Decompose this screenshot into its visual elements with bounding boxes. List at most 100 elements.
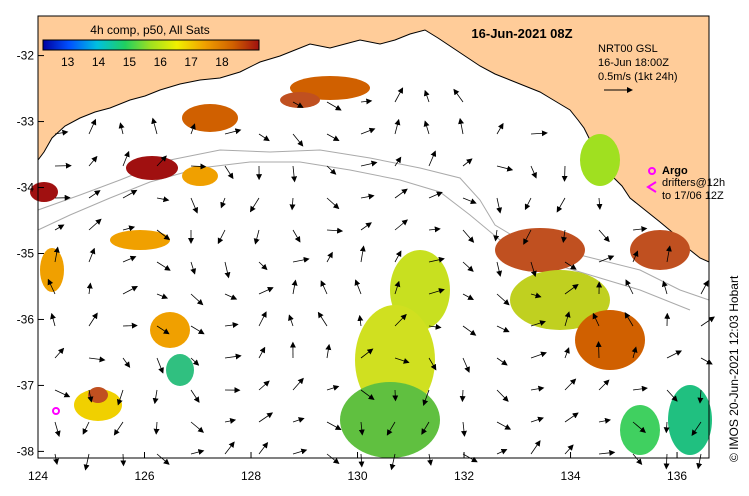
current-vector — [54, 129, 69, 136]
current-vector — [530, 351, 547, 359]
y-tick-label: -34 — [17, 181, 35, 195]
map-frame — [37, 15, 710, 459]
sst-patch — [668, 385, 712, 455]
colorbar-tick-label: 16 — [154, 55, 168, 69]
current-vector — [360, 160, 378, 167]
current-vector — [428, 226, 441, 233]
current-vector — [288, 314, 294, 327]
current-vector — [47, 278, 56, 295]
x-tick-label: 136 — [667, 469, 687, 483]
current-vector — [258, 311, 267, 327]
current-vector — [326, 227, 344, 234]
current-vector — [292, 256, 310, 263]
current-vector — [87, 389, 94, 403]
current-vector — [258, 380, 270, 391]
current-vector — [625, 279, 634, 295]
current-vector — [665, 245, 672, 263]
current-vector — [496, 448, 508, 455]
current-vector — [592, 312, 600, 327]
current-vector — [258, 442, 269, 455]
current-vector — [253, 229, 260, 245]
current-vector — [530, 165, 537, 179]
current-vector — [156, 325, 170, 335]
current-vector — [428, 191, 443, 199]
current-vector — [700, 280, 709, 295]
sst-patch — [630, 230, 690, 270]
current-vector — [151, 117, 158, 135]
current-vector — [496, 389, 509, 402]
current-vector — [292, 133, 304, 147]
current-vector — [564, 412, 579, 423]
current-vector — [224, 418, 237, 424]
current-vector — [54, 389, 71, 398]
current-vector — [530, 261, 537, 278]
current-vector — [564, 284, 579, 295]
current-vector — [462, 325, 477, 336]
sst-patches — [30, 76, 712, 458]
y-tick-label: -32 — [17, 49, 35, 63]
colorbar-tick-label: 13 — [61, 55, 75, 69]
current-vector — [561, 165, 568, 182]
current-vector — [496, 197, 503, 214]
current-vector — [700, 357, 713, 365]
current-vector — [88, 312, 98, 327]
current-vector — [564, 347, 570, 359]
current-vector — [394, 280, 401, 295]
current-vector — [88, 247, 96, 263]
float-legend: Argo drifters@12h to 17/06 12Z — [646, 165, 725, 202]
colorbar-tick-label: 17 — [184, 55, 198, 69]
current-vector — [156, 453, 170, 465]
current-vector — [493, 229, 500, 242]
current-vector — [530, 416, 544, 423]
colorbar-ticks: 13 14 15 16 17 18 — [61, 55, 229, 69]
colorbar: 4h comp, p50, All Sats 13 14 15 16 17 18 — [42, 23, 260, 69]
argo-legend-label: Argo — [662, 165, 688, 177]
current-vector — [224, 322, 239, 329]
current-vector — [700, 316, 715, 327]
current-vector — [661, 280, 668, 295]
current-vector — [530, 385, 545, 392]
current-vector — [564, 378, 577, 391]
current-time: 16-Jun 18:00Z — [598, 57, 669, 69]
current-vector — [428, 150, 437, 167]
current-vector — [530, 440, 541, 455]
sst-patch — [40, 248, 64, 292]
current-vector — [564, 444, 574, 455]
current-vector — [496, 165, 514, 172]
current-vector — [360, 193, 375, 200]
x-tick-label: 128 — [241, 469, 261, 483]
current-vector — [598, 379, 610, 391]
sst-patch — [150, 312, 190, 348]
current-info: NRT00 GSL 16-Jun 18:00Z 0.5m/s (1kt 24h) — [598, 43, 677, 93]
current-vector — [458, 117, 464, 135]
current-vector — [632, 453, 643, 465]
current-vector — [556, 197, 566, 213]
current-vector — [427, 453, 433, 466]
current-vector — [156, 155, 167, 167]
current-vector — [663, 453, 670, 470]
x-tick-label: 132 — [454, 469, 474, 483]
current-vector — [359, 245, 366, 263]
current-vector — [190, 163, 207, 170]
current-vector — [122, 255, 137, 263]
current-vector — [428, 288, 445, 295]
x-tick-label: 124 — [28, 469, 48, 483]
sst-patch — [510, 270, 610, 330]
current-vector — [317, 311, 328, 327]
current-vector — [220, 197, 226, 209]
current-vector — [360, 98, 373, 105]
current-vector — [462, 229, 475, 243]
current-vector — [358, 421, 365, 436]
sst-patch — [280, 92, 320, 108]
current-vector — [122, 322, 138, 329]
current-vector — [530, 320, 546, 327]
current-vector — [326, 197, 340, 210]
current-vector — [386, 421, 396, 436]
current-vector — [496, 421, 512, 430]
sst-patch — [126, 156, 178, 180]
land-mass — [37, 15, 710, 263]
current-vector — [697, 389, 704, 404]
current-vector — [122, 150, 130, 167]
x-tick-label: 126 — [134, 469, 154, 483]
current-vector — [392, 389, 399, 402]
